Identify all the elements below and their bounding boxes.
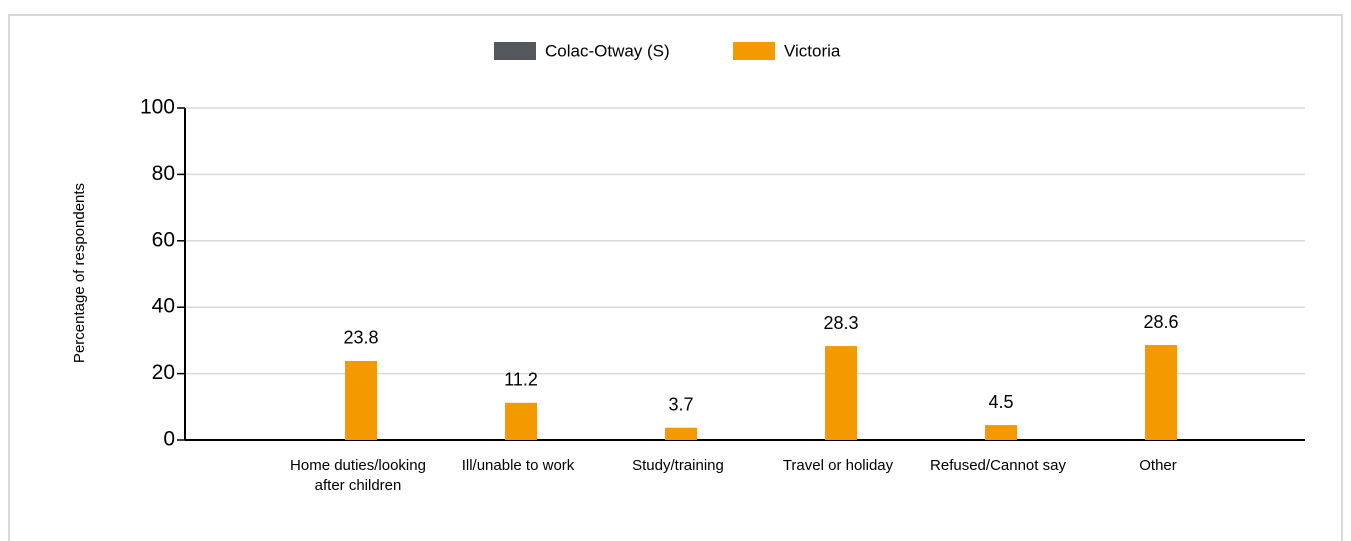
value-label: 3.7 <box>668 394 693 414</box>
legend-label: Colac-Otway (S) <box>545 41 670 60</box>
y-tick-label: 0 <box>163 428 175 451</box>
x-tick-label: Ill/unable to work <box>461 457 575 474</box>
x-tick-label: Study/training <box>632 457 724 474</box>
legend-swatch <box>733 42 775 60</box>
value-label: 4.5 <box>988 392 1013 412</box>
y-tick-label: 40 <box>152 295 175 318</box>
bar <box>505 402 537 440</box>
y-axis-label: Percentage of respondents <box>71 183 88 363</box>
bar <box>985 425 1017 440</box>
value-label: 28.3 <box>823 313 858 333</box>
y-tick-label: 20 <box>152 361 175 384</box>
x-tick-label: Travel or holiday <box>782 457 894 474</box>
x-tick-label: Home duties/looking after children <box>290 457 426 494</box>
value-label: 23.8 <box>343 328 378 348</box>
y-tick-label: 100 <box>140 96 175 119</box>
y-tick-label: 60 <box>152 228 175 251</box>
legend-label: Victoria <box>784 41 841 60</box>
value-label: 28.6 <box>1143 312 1178 332</box>
bar <box>345 360 377 440</box>
x-tick-label: Refused/Cannot say <box>930 457 1066 474</box>
bar <box>825 346 857 440</box>
x-tick-label: Other <box>1139 457 1177 474</box>
frame <box>8 14 1343 541</box>
legend-swatch <box>494 42 536 60</box>
bar <box>665 427 697 440</box>
y-tick-label: 80 <box>152 162 175 185</box>
value-label: 11.2 <box>504 370 538 390</box>
bar <box>1145 345 1177 440</box>
